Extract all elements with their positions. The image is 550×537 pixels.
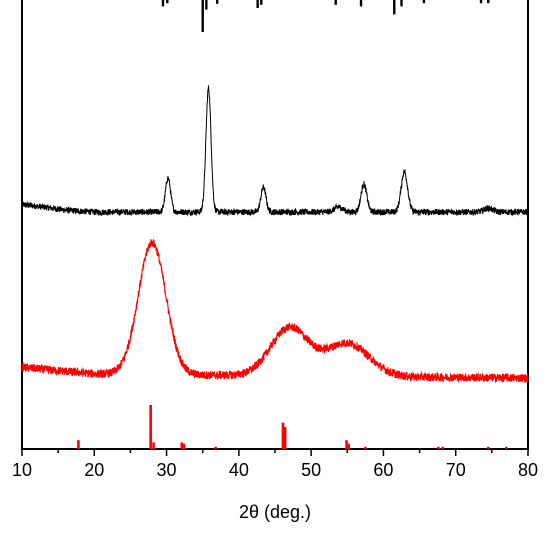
x-tick-label: 10 xyxy=(12,460,32,480)
x-tick-label: 60 xyxy=(373,460,393,480)
x-tick-label: 70 xyxy=(446,460,466,480)
plot-frame xyxy=(21,0,529,450)
black-xrd-pattern xyxy=(21,85,529,217)
x-axis: 10 20 30 40 50 60 70 80 xyxy=(12,449,538,480)
reference-sticks-bottom xyxy=(77,405,508,449)
x-tick-label: 80 xyxy=(518,460,538,480)
x-tick-label: 50 xyxy=(301,460,321,480)
x-tick-label: 30 xyxy=(157,460,177,480)
reference-sticks-top xyxy=(161,0,490,32)
x-tick-label: 20 xyxy=(84,460,104,480)
red-xrd-pattern xyxy=(21,238,529,384)
x-tick-label: 40 xyxy=(229,460,249,480)
x-axis-title: 2θ (deg.) xyxy=(239,502,311,522)
